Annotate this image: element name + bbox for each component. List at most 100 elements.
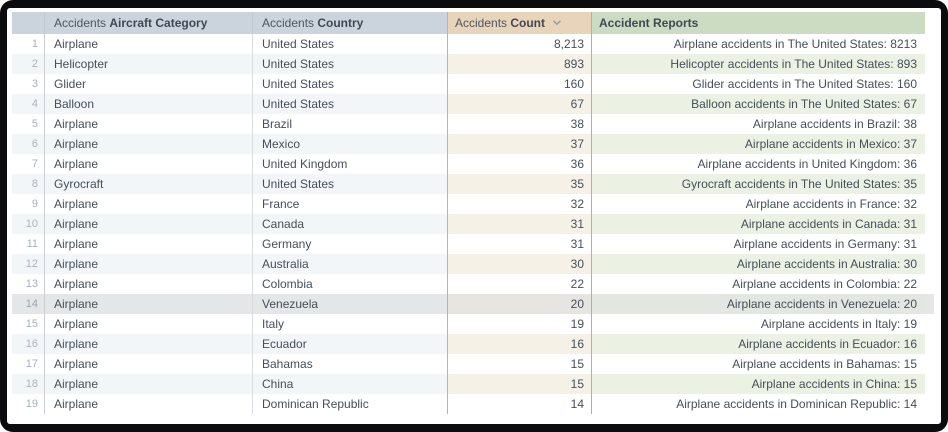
cell-country: China bbox=[253, 374, 448, 394]
cell-spacer bbox=[925, 254, 934, 274]
row-number: 1 bbox=[12, 34, 45, 54]
row-number: 6 bbox=[12, 134, 45, 154]
cell-count: 8,213 bbox=[448, 34, 592, 54]
cell-country: Canada bbox=[253, 214, 448, 234]
cell-count: 20 bbox=[448, 294, 592, 314]
table-row[interactable]: 14 Airplane Venezuela 20 Airplane accide… bbox=[12, 294, 934, 314]
cell-country: United States bbox=[253, 174, 448, 194]
cell-spacer bbox=[925, 294, 934, 314]
table-row[interactable]: 18 Airplane China 15 Airplane accidents … bbox=[12, 374, 934, 394]
cell-spacer bbox=[925, 94, 934, 114]
cell-spacer bbox=[925, 194, 934, 214]
row-number: 12 bbox=[12, 254, 45, 274]
cell-count: 38 bbox=[448, 114, 592, 134]
cell-count: 35 bbox=[448, 174, 592, 194]
cell-spacer bbox=[925, 274, 934, 294]
cell-report: Glider accidents in The United States: 1… bbox=[692, 77, 917, 91]
row-number: 17 bbox=[12, 354, 45, 374]
cell-count: 32 bbox=[448, 194, 592, 214]
cell-country: Dominican Republic bbox=[253, 394, 448, 414]
table-row[interactable]: 10 Airplane Canada 31 Airplane accidents… bbox=[12, 214, 934, 234]
table-header-row: Accidents Aircraft Category Accidents Co… bbox=[12, 12, 934, 34]
row-number: 4 bbox=[12, 94, 45, 114]
cell-count: 15 bbox=[448, 374, 592, 394]
cell-count: 16 bbox=[448, 334, 592, 354]
cell-report: Airplane accidents in Venezuela: 20 bbox=[592, 294, 925, 314]
cell-category: Airplane bbox=[45, 254, 253, 274]
cell-count: 31 bbox=[448, 234, 592, 254]
table-row[interactable]: 4 Balloon United States 67 Balloon accid… bbox=[12, 94, 934, 114]
cell-category: Airplane bbox=[45, 274, 253, 294]
cell-spacer bbox=[925, 374, 934, 394]
cell-count: 893 bbox=[448, 54, 592, 74]
column-prefix: Accidents bbox=[455, 16, 511, 30]
cell-category: Glider bbox=[45, 74, 253, 94]
row-number: 15 bbox=[12, 314, 45, 334]
column-header-country[interactable]: Accidents Country bbox=[253, 12, 448, 34]
table-row[interactable]: 12 Airplane Australia 30 Airplane accide… bbox=[12, 254, 934, 274]
column-header-count[interactable]: Accidents Count bbox=[448, 12, 592, 34]
cell-report: Airplane accidents in Italy: 19 bbox=[760, 317, 917, 331]
result-table: Accidents Aircraft Category Accidents Co… bbox=[7, 8, 941, 424]
cell-spacer bbox=[925, 154, 934, 174]
cell-category: Airplane bbox=[45, 354, 253, 374]
column-header-aircraft-category[interactable]: Accidents Aircraft Category bbox=[45, 12, 253, 34]
table-body: 1 Airplane United States 8,213 Airplane … bbox=[12, 34, 941, 414]
cell-country: Brazil bbox=[253, 114, 448, 134]
column-label: Country bbox=[317, 16, 364, 30]
table-row[interactable]: 5 Airplane Brazil 38 Airplane accidents … bbox=[12, 114, 934, 134]
cell-category: Airplane bbox=[45, 194, 253, 214]
table-row[interactable]: 6 Airplane Mexico 37 Airplane accidents … bbox=[12, 134, 934, 154]
cell-spacer bbox=[925, 134, 934, 154]
cell-report: Airplane accidents in Canada: 31 bbox=[592, 214, 925, 234]
table-row[interactable]: 19 Airplane Dominican Republic 14 Airpla… bbox=[12, 394, 934, 414]
cell-count: 160 bbox=[448, 74, 592, 94]
cell-country: United States bbox=[253, 74, 448, 94]
cell-country: Mexico bbox=[253, 134, 448, 154]
column-prefix: Accidents bbox=[54, 16, 110, 30]
cell-country: United States bbox=[253, 34, 448, 54]
column-label: Accident Reports bbox=[599, 16, 699, 30]
cell-count: 67 bbox=[448, 94, 592, 114]
header-spacer bbox=[925, 12, 934, 34]
cell-report: Gyrocraft accidents in The United States… bbox=[592, 174, 925, 194]
column-label: Aircraft Category bbox=[109, 16, 208, 30]
cell-spacer bbox=[925, 354, 934, 374]
row-number: 16 bbox=[12, 334, 45, 354]
cell-country: Bahamas bbox=[253, 354, 448, 374]
cell-country: Italy bbox=[253, 314, 448, 334]
table-row[interactable]: 3 Glider United States 160 Glider accide… bbox=[12, 74, 934, 94]
cell-spacer bbox=[925, 214, 934, 234]
cell-spacer bbox=[925, 74, 934, 94]
column-label: Count bbox=[510, 16, 546, 30]
table-row[interactable]: 7 Airplane United Kingdom 36 Airplane ac… bbox=[12, 154, 934, 174]
cell-report: Airplane accidents in Ecuador: 16 bbox=[592, 334, 925, 354]
table-row[interactable]: 13 Airplane Colombia 22 Airplane acciden… bbox=[12, 274, 934, 294]
cell-count: 30 bbox=[448, 254, 592, 274]
table-row[interactable]: 8 Gyrocraft United States 35 Gyrocraft a… bbox=[12, 174, 934, 194]
table-row[interactable]: 1 Airplane United States 8,213 Airplane … bbox=[12, 34, 934, 54]
row-number: 13 bbox=[12, 274, 45, 294]
cell-country: United States bbox=[253, 94, 448, 114]
table-row[interactable]: 11 Airplane Germany 31 Airplane accident… bbox=[12, 234, 934, 254]
cell-category: Airplane bbox=[45, 34, 253, 54]
cell-category: Airplane bbox=[45, 214, 253, 234]
table-row[interactable]: 15 Airplane Italy 19 Airplane accidents … bbox=[12, 314, 934, 334]
row-number: 7 bbox=[12, 154, 45, 174]
column-header-accident-reports[interactable]: Accident Reports bbox=[592, 12, 925, 34]
chevron-down-icon[interactable] bbox=[551, 13, 563, 34]
cell-spacer bbox=[925, 334, 934, 354]
row-number: 19 bbox=[12, 394, 45, 414]
cell-country: United Kingdom bbox=[253, 154, 448, 174]
table-row[interactable]: 16 Airplane Ecuador 16 Airplane accident… bbox=[12, 334, 934, 354]
cell-spacer bbox=[925, 114, 934, 134]
table-row[interactable]: 17 Airplane Bahamas 15 Airplane accident… bbox=[12, 354, 934, 374]
cell-country: Australia bbox=[253, 254, 448, 274]
cell-country: France bbox=[253, 194, 448, 214]
table-row[interactable]: 2 Helicopter United States 893 Helicopte… bbox=[12, 54, 934, 74]
cell-country: Ecuador bbox=[253, 334, 448, 354]
row-number: 3 bbox=[12, 74, 45, 94]
table-row[interactable]: 9 Airplane France 32 Airplane accidents … bbox=[12, 194, 934, 214]
cell-spacer bbox=[925, 54, 934, 74]
